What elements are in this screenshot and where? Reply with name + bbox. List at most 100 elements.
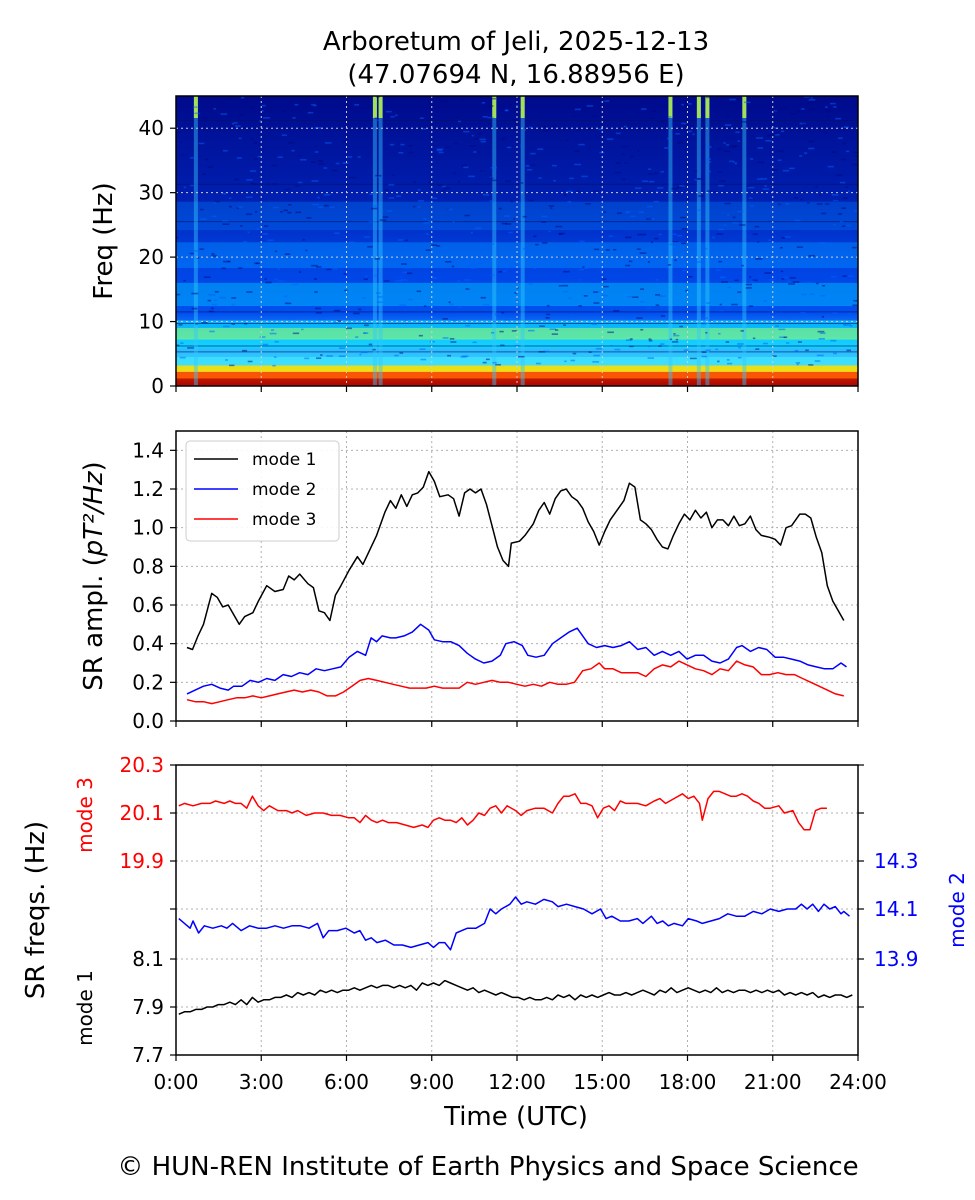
noise-speck (649, 117, 655, 119)
noise-speck (666, 137, 670, 140)
broadband-burst-top (492, 96, 497, 118)
noise-speck (718, 260, 723, 263)
noise-speck (274, 250, 278, 253)
noise-speck (295, 185, 300, 187)
noise-speck (464, 279, 471, 281)
noise-speck (681, 242, 686, 245)
noise-speck (735, 315, 741, 318)
noise-speck (480, 170, 484, 173)
noise-speck (541, 221, 546, 223)
noise-speck (376, 96, 380, 98)
frequency-series-mode-2 (178, 896, 850, 951)
noise-speck (688, 103, 692, 105)
noise-speck (442, 337, 449, 339)
noise-speck (576, 190, 580, 193)
noise-speck (648, 339, 653, 342)
noise-speck (841, 142, 847, 145)
noise-speck (701, 355, 708, 358)
noise-speck (838, 137, 843, 140)
noise-speck (819, 194, 822, 196)
noise-speck (223, 260, 230, 263)
noise-speck (271, 164, 277, 167)
noise-speck (632, 296, 639, 298)
noise-speck (312, 203, 320, 206)
noise-speck (298, 155, 302, 157)
noise-speck (805, 314, 808, 316)
noise-speck (578, 268, 584, 271)
noise-speck (178, 324, 183, 326)
noise-speck (596, 257, 600, 260)
noise-speck (341, 104, 348, 107)
noise-speck (624, 236, 632, 239)
noise-speck (673, 333, 676, 335)
noise-speck (765, 139, 772, 142)
noise-speck (647, 357, 654, 359)
noise-speck (644, 97, 651, 99)
noise-speck (489, 200, 495, 202)
noise-speck (304, 357, 310, 360)
noise-speck (806, 202, 810, 204)
noise-speck (274, 340, 279, 343)
noise-speck (449, 337, 455, 340)
noise-speck (685, 289, 689, 292)
broadband-burst (372, 96, 377, 386)
noise-speck (462, 355, 469, 358)
noise-speck (207, 299, 212, 302)
noise-speck (205, 158, 209, 161)
noise-speck (316, 266, 322, 268)
spectrogram-grid (176, 96, 858, 386)
noise-speck (639, 252, 647, 254)
broadband-burst-top (372, 96, 377, 118)
noise-speck (680, 216, 686, 219)
amplitude-ylabel: SR ampl. (pT²/Hz) (79, 461, 109, 690)
noise-speck (610, 344, 613, 347)
noise-speck (706, 302, 711, 304)
noise-speck (432, 277, 438, 279)
noise-speck (499, 330, 504, 333)
noise-speck (625, 211, 631, 213)
noise-speck (613, 248, 617, 251)
y-tick-label: 30 (139, 181, 164, 205)
noise-speck (551, 164, 557, 167)
noise-speck (660, 315, 666, 317)
noise-speck (199, 248, 205, 250)
noise-speck (587, 127, 594, 130)
noise-speck (176, 131, 181, 134)
noise-speck (847, 312, 851, 315)
noise-speck (277, 156, 283, 158)
noise-speck (805, 281, 811, 284)
noise-speck (485, 358, 490, 361)
amplitude-ylabel-suffix: ) (79, 461, 109, 471)
noise-speck (790, 113, 797, 115)
noise-speck (423, 305, 427, 307)
noise-speck (679, 185, 685, 187)
noise-speck (777, 159, 782, 162)
noise-speck (688, 130, 692, 133)
noise-speck (565, 139, 569, 142)
noise-speck (246, 179, 253, 181)
noise-speck (211, 303, 218, 306)
noise-speck (853, 151, 858, 154)
noise-speck (831, 151, 837, 153)
noise-speck (353, 312, 360, 315)
amplitude-lines (186, 470, 847, 705)
noise-speck (723, 150, 730, 153)
noise-speck (449, 303, 454, 306)
noise-speck (520, 182, 524, 184)
noise-speck (750, 205, 754, 207)
noise-speck (274, 356, 277, 358)
noise-speck (731, 245, 738, 247)
noise-speck (721, 281, 728, 283)
noise-speck (627, 317, 635, 320)
noise-speck (337, 128, 345, 131)
noise-speck (391, 258, 397, 260)
noise-speck (558, 285, 562, 287)
noise-speck (360, 351, 368, 354)
noise-speck (726, 116, 730, 118)
legend-label-mode-2: mode 2 (252, 480, 316, 500)
noise-speck (211, 253, 215, 255)
noise-speck (191, 292, 199, 295)
noise-speck (249, 196, 253, 198)
noise-speck (400, 143, 405, 146)
noise-speck (372, 348, 376, 351)
